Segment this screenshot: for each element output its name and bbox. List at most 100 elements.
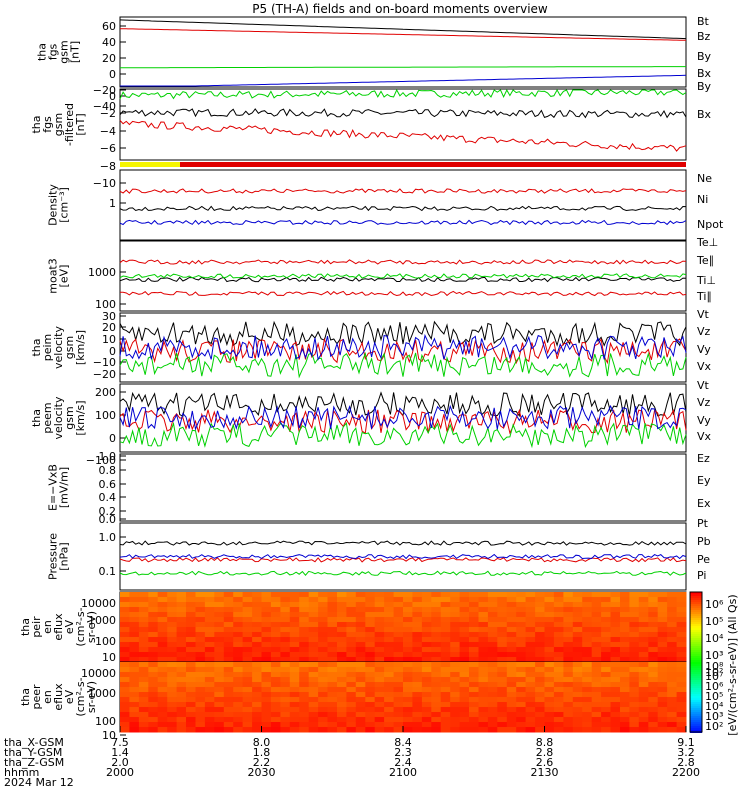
heatmap-cell <box>157 652 168 658</box>
heatmap-cell <box>469 617 479 623</box>
heatmap-cell <box>610 662 621 668</box>
heatmap-cell <box>478 642 489 648</box>
y-tick-label: 1000 <box>88 266 116 279</box>
heatmap-cell <box>487 622 498 628</box>
heatmap-cell <box>120 667 130 673</box>
heatmap-cell <box>346 607 357 613</box>
heatmap-cell <box>657 657 668 663</box>
heatmap-cell <box>572 602 583 608</box>
heatmap-cell <box>138 677 149 683</box>
heatmap-cell <box>374 607 385 613</box>
heatmap-cell <box>516 662 527 668</box>
heatmap-cell <box>667 647 677 653</box>
y-axis-label: [nT] <box>74 113 87 135</box>
heatmap-cell <box>601 602 611 608</box>
heatmap-cell <box>327 697 338 703</box>
heatmap-cell <box>469 692 479 698</box>
heatmap-cell <box>629 627 640 633</box>
heatmap-cell <box>327 712 338 718</box>
heatmap-cell <box>450 642 461 648</box>
heatmap-cell <box>553 657 564 663</box>
heatmap-cell <box>393 692 404 698</box>
heatmap-cell <box>138 707 149 713</box>
heatmap-cell <box>176 677 187 683</box>
heatmap-cell <box>129 697 140 703</box>
x-tick-label: 2.4 <box>394 756 412 769</box>
heatmap-cell <box>487 697 498 703</box>
heatmap-cell <box>384 672 394 678</box>
heatmap-cell <box>469 642 479 648</box>
heatmap-cell <box>582 637 593 643</box>
heatmap-cell <box>421 652 432 658</box>
heatmap-cell <box>601 652 611 658</box>
heatmap-cell <box>318 602 328 608</box>
heatmap-cell <box>223 702 234 708</box>
heatmap-cell <box>261 607 272 613</box>
heatmap-cell <box>384 682 394 688</box>
heatmap-cell <box>657 652 668 658</box>
heatmap-cell <box>553 647 564 653</box>
heatmap-cell <box>657 622 668 628</box>
heatmap-cell <box>270 687 281 693</box>
heatmap-cell <box>365 617 376 623</box>
heatmap-cell <box>186 612 196 618</box>
heatmap-cell <box>648 627 659 633</box>
heatmap-cell <box>195 667 206 673</box>
heatmap-cell <box>176 662 187 668</box>
heatmap-cell <box>440 657 451 663</box>
heatmap-cell <box>204 667 215 673</box>
heatmap-cell <box>412 642 423 648</box>
heatmap-cell <box>525 707 536 713</box>
y-tick-label: 1 <box>109 197 116 210</box>
heatmap-cell <box>242 682 253 688</box>
y-tick-label: 10 <box>102 333 116 346</box>
heatmap-cell <box>270 642 281 648</box>
y-axis-label: tha <box>30 409 43 427</box>
heatmap-cell <box>120 717 130 723</box>
heatmap-cell <box>204 707 215 713</box>
heatmap-cell <box>478 687 489 693</box>
series-Ne <box>119 188 687 194</box>
y-axis-label: tha <box>19 618 32 636</box>
heatmap-cell <box>299 727 310 733</box>
heatmap-cell <box>629 692 640 698</box>
heatmap-cell <box>591 647 602 653</box>
heatmap-cell <box>214 692 225 698</box>
colorbar-band <box>690 612 702 615</box>
heatmap-cell <box>355 622 366 628</box>
heatmap-cell <box>280 662 291 668</box>
heatmap-cell <box>563 597 574 603</box>
heatmap-cell <box>601 707 611 713</box>
heatmap-cell <box>299 607 310 613</box>
heatmap-cell <box>601 627 611 633</box>
heatmap-cell <box>167 682 178 688</box>
heatmap-cell <box>601 717 611 723</box>
heatmap-cell <box>516 727 527 733</box>
heatmap-cell <box>318 647 328 653</box>
heatmap-cell <box>270 692 281 698</box>
heatmap-cell <box>582 667 593 673</box>
heatmap-cell <box>299 717 310 723</box>
heatmap-cell <box>620 647 630 653</box>
heatmap-cell <box>138 697 149 703</box>
heatmap-cell <box>629 717 640 723</box>
heatmap-cell <box>289 642 300 648</box>
heatmap-cell <box>601 617 611 623</box>
heatmap-cell <box>327 672 338 678</box>
heatmap-cell <box>572 697 583 703</box>
y-axis-label: en <box>41 620 54 634</box>
heatmap-cell <box>270 597 281 603</box>
heatmap-cell <box>676 727 687 733</box>
heatmap-cell <box>186 707 196 713</box>
heatmap-cell <box>157 597 168 603</box>
heatmap-cell <box>280 687 291 693</box>
heatmap-cell <box>167 717 178 723</box>
heatmap-cell <box>620 657 630 663</box>
heatmap-cell <box>355 652 366 658</box>
heatmap-cell <box>487 607 498 613</box>
heatmap-cell <box>563 702 574 708</box>
heatmap-cell <box>676 597 687 603</box>
heatmap-cell <box>497 712 508 718</box>
